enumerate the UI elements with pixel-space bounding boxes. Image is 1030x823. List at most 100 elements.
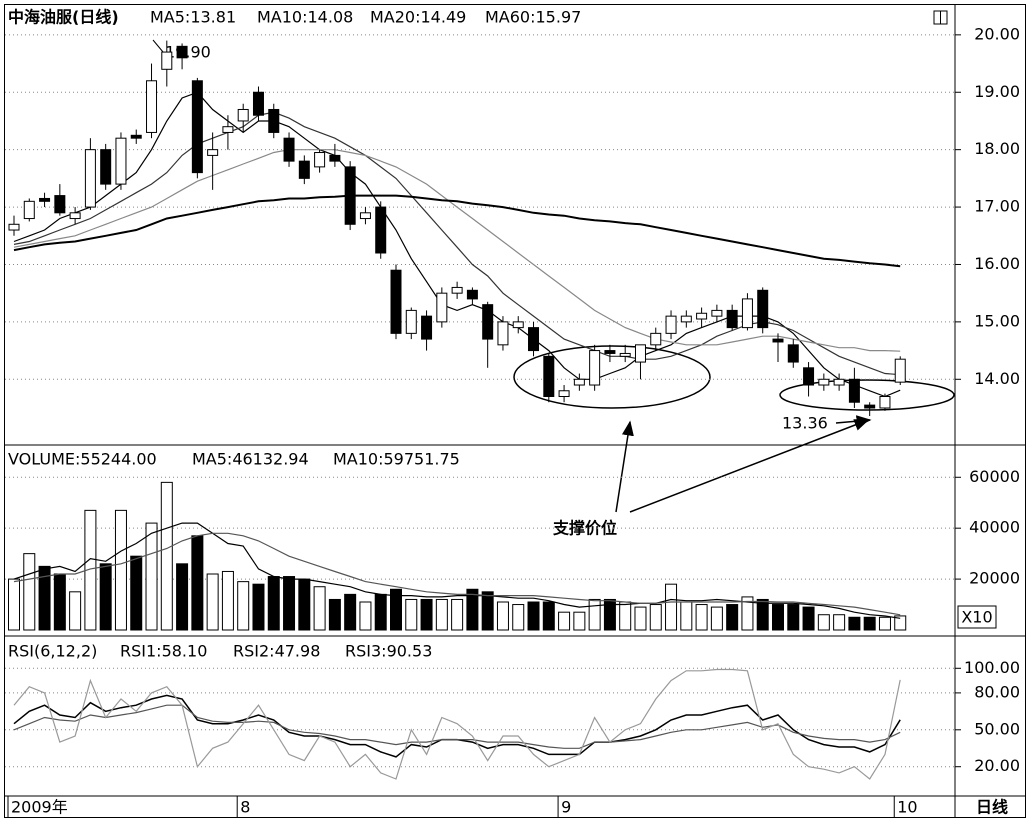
candle-body — [54, 195, 66, 214]
candle-body — [512, 321, 524, 329]
candle-body — [741, 298, 753, 329]
volume-bar — [237, 581, 250, 631]
candle-body — [833, 378, 845, 386]
legend-entry: RSI1:58.10 — [120, 642, 207, 661]
volume-bar — [99, 563, 112, 631]
volume-bar — [435, 598, 448, 631]
volume-bar — [481, 591, 494, 631]
volume-bar — [802, 606, 815, 631]
volume-bar — [252, 583, 265, 631]
volume-bar — [817, 614, 830, 631]
y-tick-label: 20.00 — [974, 756, 1020, 775]
y-tick-label: 20.00 — [974, 24, 1020, 43]
unit-label: X10 — [961, 608, 992, 627]
y-tick-label: 50.00 — [974, 719, 1020, 738]
volume-bar — [496, 601, 509, 631]
legend-entry: MA60:15.97 — [485, 8, 581, 27]
volume-bar — [114, 509, 127, 631]
high-pointer — [152, 39, 164, 53]
y-tick-label: 20000 — [969, 569, 1020, 588]
volume-bar — [542, 601, 555, 631]
volume-bar — [390, 588, 402, 631]
volume-bar — [451, 598, 464, 631]
volume-bar — [634, 606, 647, 631]
volume-bar — [649, 604, 662, 631]
x-tick-label: 9 — [561, 798, 571, 817]
candle-body — [650, 332, 662, 346]
candle-body — [39, 197, 51, 202]
volume-bar — [894, 615, 907, 631]
period-label: 日线 — [976, 798, 1008, 817]
ma-line — [13, 522, 901, 619]
low-label: 13.36 — [782, 414, 828, 433]
volume-bar — [69, 591, 82, 631]
volume-bar — [619, 601, 632, 631]
candle-body — [803, 367, 815, 386]
volume-bar — [405, 598, 418, 631]
candle-body — [359, 212, 371, 220]
volume-bar — [53, 573, 66, 631]
candle-body — [787, 344, 799, 363]
volume-bar — [420, 598, 433, 631]
x-tick-label: 8 — [240, 798, 250, 817]
volume-bar — [756, 598, 769, 631]
y-tick-label: 19.00 — [974, 82, 1020, 101]
ma-line — [13, 149, 901, 352]
legend-entry: RSI3:90.53 — [345, 642, 432, 661]
volume-bar — [726, 604, 739, 631]
candle-body — [757, 289, 769, 329]
ma-line — [13, 704, 901, 749]
candle-body — [405, 309, 417, 334]
volume-bar — [863, 616, 876, 631]
annotation: 支撑价位 — [552, 519, 617, 538]
candle-body — [146, 80, 158, 133]
volume-bar — [695, 604, 708, 631]
volume-bar — [710, 606, 723, 631]
volume-bar — [374, 593, 387, 631]
volume-bar — [191, 535, 204, 631]
volume-bar — [466, 588, 479, 631]
panel-title: 中海油服(日线) — [8, 8, 119, 27]
volume-bar — [787, 604, 800, 631]
panel-title: RSI(6,12,2) — [8, 642, 97, 661]
y-tick-label: 14.00 — [974, 369, 1020, 388]
candle-body — [436, 292, 448, 323]
volume-bar — [359, 601, 372, 631]
candle-body — [665, 315, 677, 334]
y-tick-label: 80.00 — [974, 682, 1020, 701]
y-tick-label: 15.00 — [974, 311, 1020, 330]
volume-bar — [512, 604, 525, 631]
candle-body — [344, 166, 356, 225]
legend-entry: VOLUME:55244.00 — [8, 450, 157, 469]
volume-bar — [603, 598, 616, 631]
candle-body — [207, 149, 219, 156]
volume-bar — [23, 553, 36, 631]
volume-bar — [833, 614, 846, 631]
legend-entry: MA5:46132.94 — [192, 450, 309, 469]
arrow — [629, 419, 870, 513]
high-label: 19.90 — [165, 43, 211, 62]
candle-body — [451, 286, 463, 294]
candle-body — [237, 108, 249, 122]
candle-body — [696, 312, 708, 320]
candle-body — [176, 45, 188, 59]
y-tick-label: 16.00 — [974, 254, 1020, 273]
candle-body — [864, 404, 876, 409]
volume-bar — [38, 565, 51, 631]
x-tick-label: 10 — [897, 798, 917, 817]
legend-entry: MA10:14.08 — [257, 8, 353, 27]
candle-body — [543, 355, 555, 398]
candle-body — [100, 149, 112, 185]
y-tick-label: 60000 — [969, 467, 1020, 486]
candle-body — [466, 289, 478, 300]
legend-entry: MA5:13.81 — [150, 8, 236, 27]
volume-bar — [848, 616, 861, 631]
candle-body — [772, 338, 784, 343]
arrow — [835, 415, 872, 428]
candle-body — [589, 350, 601, 386]
candle-body — [879, 396, 891, 409]
candle-body — [268, 108, 280, 133]
x-tick-label: 2009年 — [11, 798, 68, 817]
volume-bar — [221, 570, 234, 631]
